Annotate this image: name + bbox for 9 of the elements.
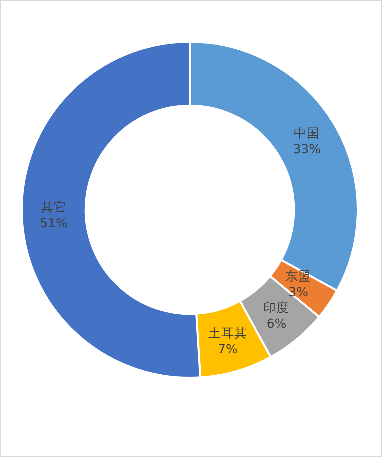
data-label: 6% <box>266 315 287 330</box>
data-label: 33% <box>293 141 322 156</box>
slice-label: 中国 <box>294 125 320 140</box>
slice-label: 印度 <box>264 299 290 314</box>
data-label: 3% <box>288 284 309 299</box>
data-label: 51% <box>40 214 68 230</box>
slice-label: 其它 <box>40 198 67 214</box>
data-label: 7% <box>218 341 238 356</box>
slice-label: 土耳其 <box>208 325 248 340</box>
